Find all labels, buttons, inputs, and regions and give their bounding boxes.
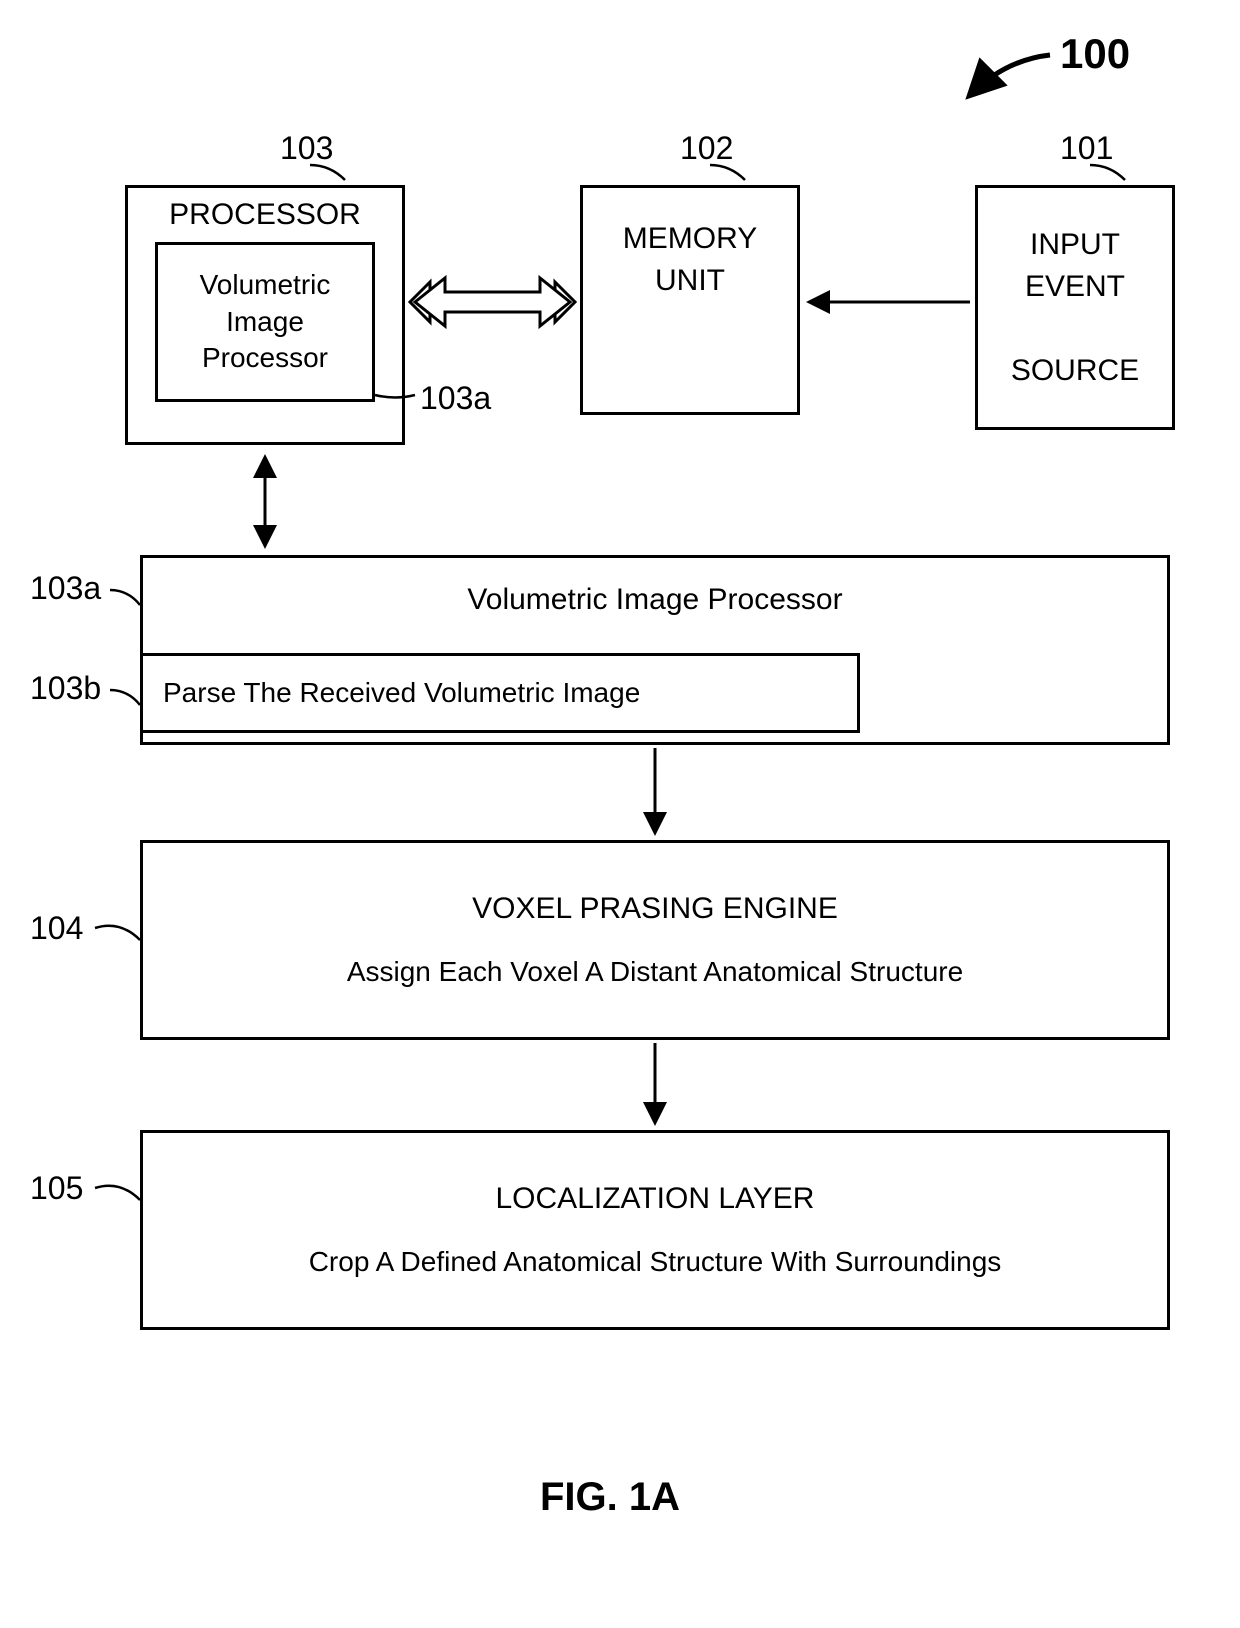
vip-block-title: Volumetric Image Processor [143,558,1167,617]
ref-100: 100 [1060,30,1130,78]
vip-inner-text: Volumetric Image Processor [200,267,331,376]
processor-box: PROCESSOR Volumetric Image Processor [125,185,405,445]
localization-box: LOCALIZATION LAYER Crop A Defined Anatom… [140,1130,1170,1330]
ref-102: 102 [680,130,733,167]
input-box: INPUT EVENT SOURCE [975,185,1175,430]
parse-box: Parse The Received Volumetric Image [140,653,860,733]
ref-103b: 103b [30,670,101,707]
ref-103: 103 [280,130,333,167]
vip-inner-box: Volumetric Image Processor [155,242,375,402]
vip-block: Volumetric Image Processor Parse The Rec… [140,555,1170,745]
voxel-sub: Assign Each Voxel A Distant Anatomical S… [347,956,963,988]
voxel-title: VOXEL PRASING ENGINE [472,892,838,926]
localization-title: LOCALIZATION LAYER [496,1182,815,1216]
memory-text: MEMORY UNIT [623,218,757,302]
figure-title: FIG. 1A [540,1475,680,1520]
processor-title: PROCESSOR [169,198,361,232]
voxel-box: VOXEL PRASING ENGINE Assign Each Voxel A… [140,840,1170,1040]
memory-box: MEMORY UNIT [580,185,800,415]
ref-105: 105 [30,1170,83,1207]
localization-sub: Crop A Defined Anatomical Structure With… [309,1246,1002,1278]
ref-101: 101 [1060,130,1113,167]
ref-103a-block: 103a [30,570,101,607]
input-text: INPUT EVENT SOURCE [1011,224,1139,392]
ref-103a-inner: 103a [420,380,491,417]
ref-104: 104 [30,910,83,947]
parse-text: Parse The Received Volumetric Image [143,677,857,709]
